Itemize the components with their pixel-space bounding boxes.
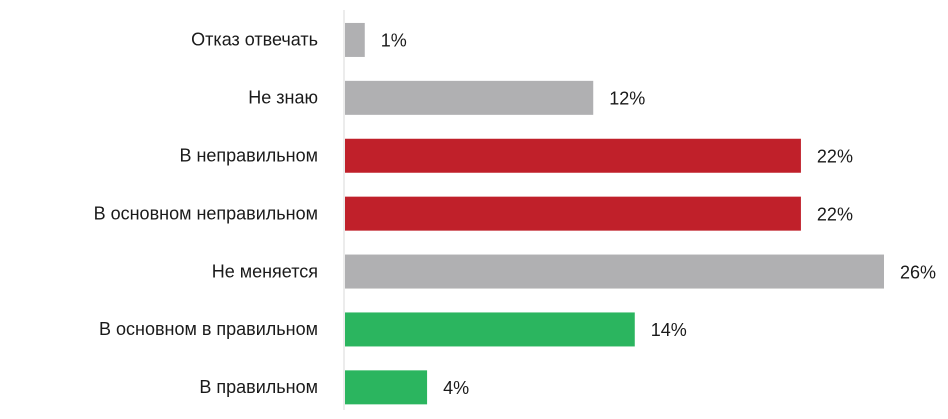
bar <box>345 138 801 173</box>
category-label: В основном в правильном <box>99 319 318 339</box>
value-label: 4% <box>443 378 469 398</box>
category-label: Отказ отвечать <box>191 30 318 50</box>
value-label: 14% <box>651 320 687 340</box>
value-label: 1% <box>381 31 407 51</box>
value-label: 12% <box>609 89 645 109</box>
value-label: 22% <box>817 204 853 224</box>
category-label: В неправильном <box>179 146 318 166</box>
bar <box>345 22 365 57</box>
bar <box>345 312 635 347</box>
category-label: Не знаю <box>248 88 318 108</box>
bar <box>345 370 428 405</box>
bar <box>345 80 594 115</box>
bar <box>345 196 801 231</box>
category-label: В правильном <box>199 377 318 397</box>
category-label: В основном неправильном <box>94 203 318 223</box>
category-label: Не меняется <box>212 261 318 281</box>
value-label: 22% <box>817 147 853 167</box>
value-label: 26% <box>900 262 936 282</box>
bar <box>345 254 884 289</box>
